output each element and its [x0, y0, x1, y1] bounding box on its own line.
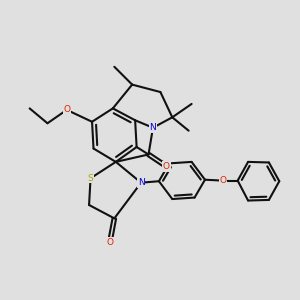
Text: N: N: [138, 178, 145, 187]
Text: O: O: [219, 176, 226, 185]
Text: O: O: [163, 162, 170, 171]
Text: S: S: [88, 174, 93, 183]
Text: O: O: [106, 238, 113, 247]
Text: O: O: [63, 105, 70, 114]
Text: N: N: [150, 123, 156, 132]
